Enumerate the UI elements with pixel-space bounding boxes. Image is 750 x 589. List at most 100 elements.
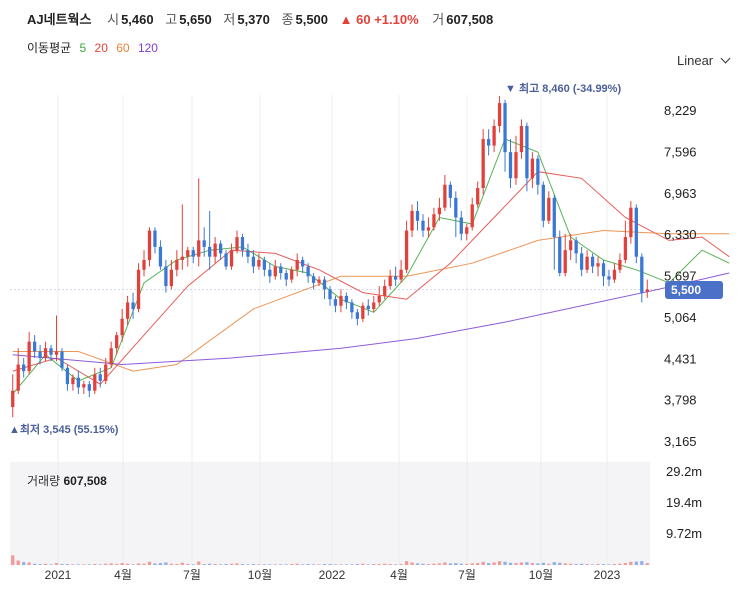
candle-body: [71, 377, 75, 385]
candle-body: [601, 263, 606, 277]
scale-dropdown[interactable]: Linear: [677, 53, 731, 68]
volume-bar: [301, 564, 305, 565]
volume-bar: [344, 564, 349, 565]
volume-bar: [394, 564, 398, 565]
candle-body: [563, 250, 567, 274]
candle-body: [98, 374, 102, 381]
low-label: 저: [223, 12, 236, 27]
volume-bar: [218, 564, 223, 565]
high-label: 고: [165, 12, 178, 27]
candle-body: [415, 210, 420, 221]
volume-bar: [82, 564, 86, 565]
volume-bar: [383, 563, 387, 565]
volume-bar: [634, 561, 638, 565]
volume-bar: [273, 564, 277, 565]
volume-bar: [645, 563, 649, 565]
candle-body: [508, 152, 513, 179]
volume-bar: [563, 563, 567, 565]
volume-bar: [54, 563, 59, 565]
candle-body: [623, 237, 628, 260]
volume-bar: [612, 564, 617, 565]
high-value: 5,650: [179, 12, 212, 27]
ma-line-20: [12, 171, 730, 385]
candle-body: [377, 295, 381, 303]
candles: [11, 95, 649, 418]
candle-body: [32, 341, 37, 352]
volume-tick-label: 9.72m: [666, 526, 702, 541]
volume-bar: [317, 564, 321, 565]
volume-bar: [175, 564, 179, 565]
volume-bar: [547, 563, 551, 565]
volume-bar: [355, 564, 359, 565]
volume-bar: [443, 562, 447, 565]
volume-bar: [590, 564, 595, 565]
volume-bar: [514, 563, 518, 565]
candle-body: [585, 256, 589, 270]
ma-line-60: [12, 229, 730, 372]
volume-bar: [213, 564, 217, 565]
candle-body: [350, 302, 354, 313]
volume-bar: [426, 564, 431, 565]
candle-body: [514, 152, 518, 179]
candle-body: [618, 259, 622, 270]
volume-bar: [333, 564, 338, 565]
volume-value: 607,508: [446, 12, 494, 27]
candle-body: [125, 302, 130, 319]
volume-bar: [399, 564, 403, 565]
candle-body: [11, 390, 15, 408]
candle-body: [465, 227, 469, 234]
x-tick-label: 2023: [594, 568, 621, 582]
candle-body: [120, 318, 124, 336]
ma-legend[interactable]: 이동평균 5 20 60 120: [27, 39, 163, 56]
volume-bar: [497, 561, 502, 565]
volume-bar: [361, 563, 365, 565]
volume-bar: [125, 563, 130, 565]
candle-body: [525, 125, 529, 179]
candle-body: [268, 269, 272, 277]
candle-body: [443, 184, 447, 208]
volume-bar: [328, 564, 332, 565]
volume-bar: [180, 562, 184, 565]
candle-body: [229, 250, 234, 267]
candle-body: [388, 276, 392, 287]
volume-bar: [579, 563, 584, 565]
x-tick-label: 2021: [45, 568, 72, 582]
volume-bar: [87, 564, 91, 565]
candle-body: [246, 250, 250, 257]
candle-body: [284, 273, 288, 280]
volume-bar: [470, 563, 474, 565]
low-value: 5,370: [237, 12, 270, 27]
volume-bar: [432, 563, 436, 565]
volume-bar: [153, 563, 157, 565]
header: AJ네트웍스 시 5,460 고 5,650 저 5,370 종 5,500 ▲ 60 …: [0, 0, 750, 30]
candle-body: [454, 197, 458, 218]
volume-bar: [492, 562, 496, 565]
candle-body: [459, 217, 463, 234]
x-tick-label: 4월: [114, 568, 132, 582]
open-label: 시: [107, 12, 120, 27]
volume-bar: [284, 564, 288, 565]
x-tick-label: 4월: [390, 568, 408, 582]
candle-body: [306, 266, 310, 277]
y-tick-label: 7,596: [664, 144, 697, 159]
high-annotation: ▼ 최고 8,460 (-34.99%): [505, 81, 621, 95]
candle-body: [180, 256, 184, 260]
volume-bar: [147, 561, 152, 565]
candle-body: [240, 237, 245, 251]
candle-body: [224, 253, 228, 267]
candle-body: [164, 266, 168, 287]
volume-bar: [32, 563, 37, 565]
volume-bar: [49, 564, 53, 565]
candle-body: [197, 240, 201, 257]
volume-bar: [536, 563, 540, 565]
candle-body: [202, 240, 206, 247]
y-tick-label: 5,697: [664, 269, 697, 284]
volume-bar: [465, 564, 469, 565]
candle-body: [153, 230, 157, 247]
volume-bar: [98, 564, 102, 565]
volume-bar: [197, 561, 201, 565]
candle-body: [273, 266, 277, 277]
volume-bar: [71, 564, 75, 565]
y-tick-label: 3,165: [664, 434, 697, 449]
